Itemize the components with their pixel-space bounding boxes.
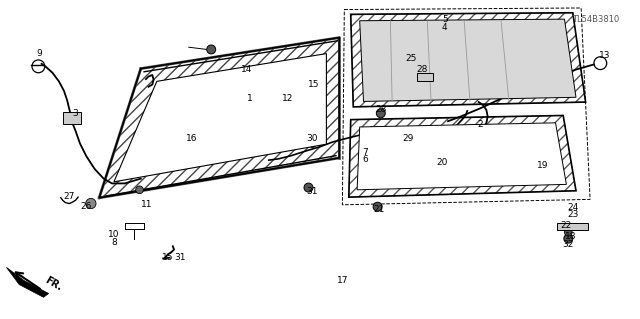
- Polygon shape: [360, 19, 576, 101]
- Text: 15: 15: [162, 253, 173, 262]
- Text: 10: 10: [108, 230, 120, 239]
- Circle shape: [136, 186, 143, 194]
- Text: 16: 16: [186, 134, 198, 143]
- Text: 19: 19: [537, 161, 548, 170]
- Circle shape: [373, 202, 382, 211]
- Circle shape: [401, 133, 412, 145]
- Circle shape: [564, 228, 572, 236]
- Text: 26: 26: [81, 202, 92, 211]
- Circle shape: [436, 161, 445, 170]
- Text: 30: 30: [307, 134, 318, 143]
- Text: FR.: FR.: [44, 275, 64, 293]
- Text: 1: 1: [247, 94, 252, 103]
- Text: 28: 28: [375, 105, 387, 114]
- Text: 11: 11: [141, 200, 153, 209]
- Text: 17: 17: [337, 276, 348, 285]
- Text: 12: 12: [282, 94, 294, 103]
- Text: 5: 5: [442, 15, 447, 24]
- Circle shape: [283, 97, 291, 104]
- Circle shape: [86, 198, 96, 209]
- Text: 13: 13: [599, 51, 611, 60]
- Text: 32: 32: [563, 241, 574, 249]
- Text: 23: 23: [567, 210, 579, 219]
- Text: 6: 6: [362, 155, 367, 164]
- Text: 31: 31: [175, 253, 186, 262]
- Circle shape: [564, 234, 573, 243]
- Text: 22: 22: [560, 221, 572, 230]
- Bar: [417, 73, 433, 81]
- Text: 15: 15: [308, 80, 319, 89]
- Circle shape: [376, 109, 385, 118]
- Text: 29: 29: [403, 134, 414, 143]
- Circle shape: [304, 183, 313, 192]
- Text: 24: 24: [567, 203, 579, 212]
- Text: 2: 2: [477, 120, 483, 129]
- Circle shape: [406, 59, 416, 69]
- Text: 20: 20: [436, 158, 447, 167]
- Bar: [63, 112, 81, 124]
- Bar: [557, 223, 588, 230]
- Text: 21: 21: [373, 205, 385, 214]
- Text: 7: 7: [362, 148, 367, 157]
- Text: 9: 9: [37, 49, 42, 58]
- Polygon shape: [6, 267, 49, 297]
- Text: 31: 31: [307, 187, 318, 196]
- Text: 18: 18: [565, 232, 577, 241]
- Text: TL54B3810: TL54B3810: [572, 15, 619, 24]
- Text: 4: 4: [442, 23, 447, 32]
- Circle shape: [243, 101, 250, 108]
- Circle shape: [358, 151, 369, 161]
- Text: 8: 8: [111, 238, 116, 247]
- Text: 14: 14: [241, 65, 252, 74]
- Text: 28: 28: [417, 65, 428, 74]
- Polygon shape: [357, 123, 566, 190]
- Text: 3: 3: [73, 109, 78, 118]
- Polygon shape: [114, 54, 326, 182]
- Circle shape: [207, 45, 216, 54]
- Text: 25: 25: [405, 54, 417, 63]
- Text: 27: 27: [63, 192, 75, 201]
- Circle shape: [308, 138, 317, 147]
